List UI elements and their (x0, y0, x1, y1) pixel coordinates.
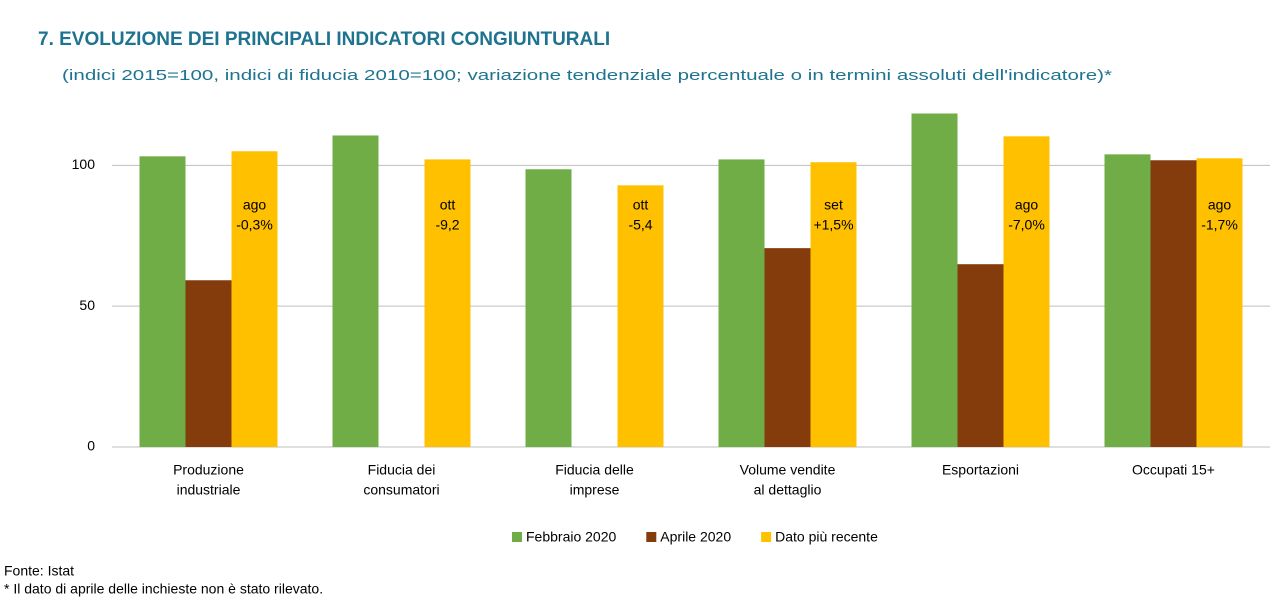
annotation: -9,2 (435, 217, 459, 233)
bar (1104, 154, 1151, 447)
legend-label: Aprile 2020 (660, 529, 731, 545)
legend-swatch (761, 532, 772, 542)
annotation: ago (1208, 197, 1232, 213)
annotation: ott (633, 197, 649, 213)
x-tick-label: Fiducia delle (555, 462, 634, 478)
annotation: ago (1015, 197, 1039, 213)
x-tick-label: imprese (570, 482, 620, 498)
footnote: * Il dato di aprile delle inchieste non … (4, 581, 323, 597)
bar (139, 156, 186, 447)
x-tick-label: Volume vendite (740, 462, 836, 478)
bar (810, 162, 857, 448)
bar (231, 151, 278, 447)
bar (911, 113, 958, 448)
annotation: -1,7% (1201, 217, 1238, 233)
x-tick-label: al dettaglio (754, 482, 822, 498)
bar (1003, 136, 1050, 448)
x-tick-label: consumatori (363, 482, 439, 498)
annotation: +1,5% (813, 217, 853, 233)
chart-title: 7. EVOLUZIONE DEI PRINCIPALI INDICATORI … (38, 29, 610, 50)
bar (185, 280, 232, 447)
x-tick-label: Occupati 15+ (1132, 462, 1215, 478)
bar (718, 159, 765, 447)
y-tick-label: 50 (79, 297, 95, 313)
x-tick-label: Fiducia dei (368, 462, 436, 478)
bar (957, 264, 1004, 447)
y-tick-label: 100 (72, 156, 96, 172)
y-tick-label: 0 (87, 438, 95, 454)
annotation: -5,4 (628, 217, 652, 233)
bar (764, 248, 811, 447)
source: Fonte: Istat (4, 563, 74, 579)
x-tick-label: Produzione (173, 462, 244, 478)
legend-label: Dato più recente (775, 529, 878, 545)
bar (525, 169, 572, 447)
legend-swatch (512, 532, 522, 542)
chart-subtitle: (indici 2015=100, indici di fiducia 2010… (62, 67, 1112, 84)
annotation: set (824, 197, 843, 213)
bar (424, 159, 471, 447)
bar (1196, 158, 1243, 447)
legend-swatch (646, 532, 657, 542)
x-tick-label: Esportazioni (942, 462, 1019, 478)
bar (332, 135, 379, 447)
x-tick-label: industriale (177, 482, 241, 498)
legend-label: Febbraio 2020 (526, 529, 617, 545)
annotation: -0,3% (236, 217, 273, 233)
bar (1150, 160, 1197, 447)
annotation: ago (243, 197, 267, 213)
annotation: ott (440, 197, 456, 213)
bar (617, 185, 664, 447)
annotation: -7,0% (1008, 217, 1045, 233)
